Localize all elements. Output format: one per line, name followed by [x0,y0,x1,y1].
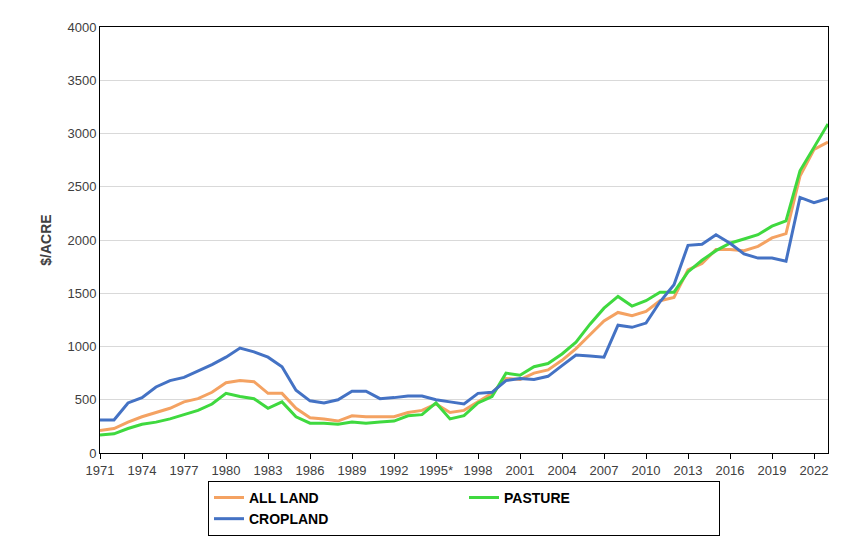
svg-text:1974: 1974 [128,463,157,478]
svg-text:0: 0 [89,446,96,461]
svg-text:2022: 2022 [800,463,829,478]
svg-text:2004: 2004 [548,463,577,478]
svg-text:2001: 2001 [506,463,535,478]
svg-text:ALL LAND: ALL LAND [249,490,319,506]
svg-text:1000: 1000 [67,339,96,354]
svg-text:1500: 1500 [67,286,96,301]
svg-text:1977: 1977 [170,463,199,478]
svg-text:1980: 1980 [212,463,241,478]
svg-text:1998: 1998 [464,463,493,478]
svg-text:$/ACRE: $/ACRE [38,214,54,265]
svg-text:2019: 2019 [758,463,787,478]
svg-text:1983: 1983 [254,463,283,478]
svg-text:4000: 4000 [67,20,96,35]
svg-text:2007: 2007 [590,463,619,478]
svg-text:CROPLAND: CROPLAND [249,511,328,527]
svg-text:500: 500 [75,392,97,407]
svg-text:1992: 1992 [380,463,409,478]
svg-text:1989: 1989 [338,463,367,478]
svg-text:2016: 2016 [716,463,745,478]
svg-text:3000: 3000 [67,126,96,141]
svg-text:3500: 3500 [67,73,96,88]
svg-text:1995*: 1995* [419,463,453,478]
svg-text:1986: 1986 [296,463,325,478]
svg-text:PASTURE: PASTURE [504,490,570,506]
svg-text:2500: 2500 [67,179,96,194]
svg-text:1971: 1971 [86,463,115,478]
svg-text:2010: 2010 [632,463,661,478]
svg-text:2013: 2013 [674,463,703,478]
svg-text:2000: 2000 [67,233,96,248]
